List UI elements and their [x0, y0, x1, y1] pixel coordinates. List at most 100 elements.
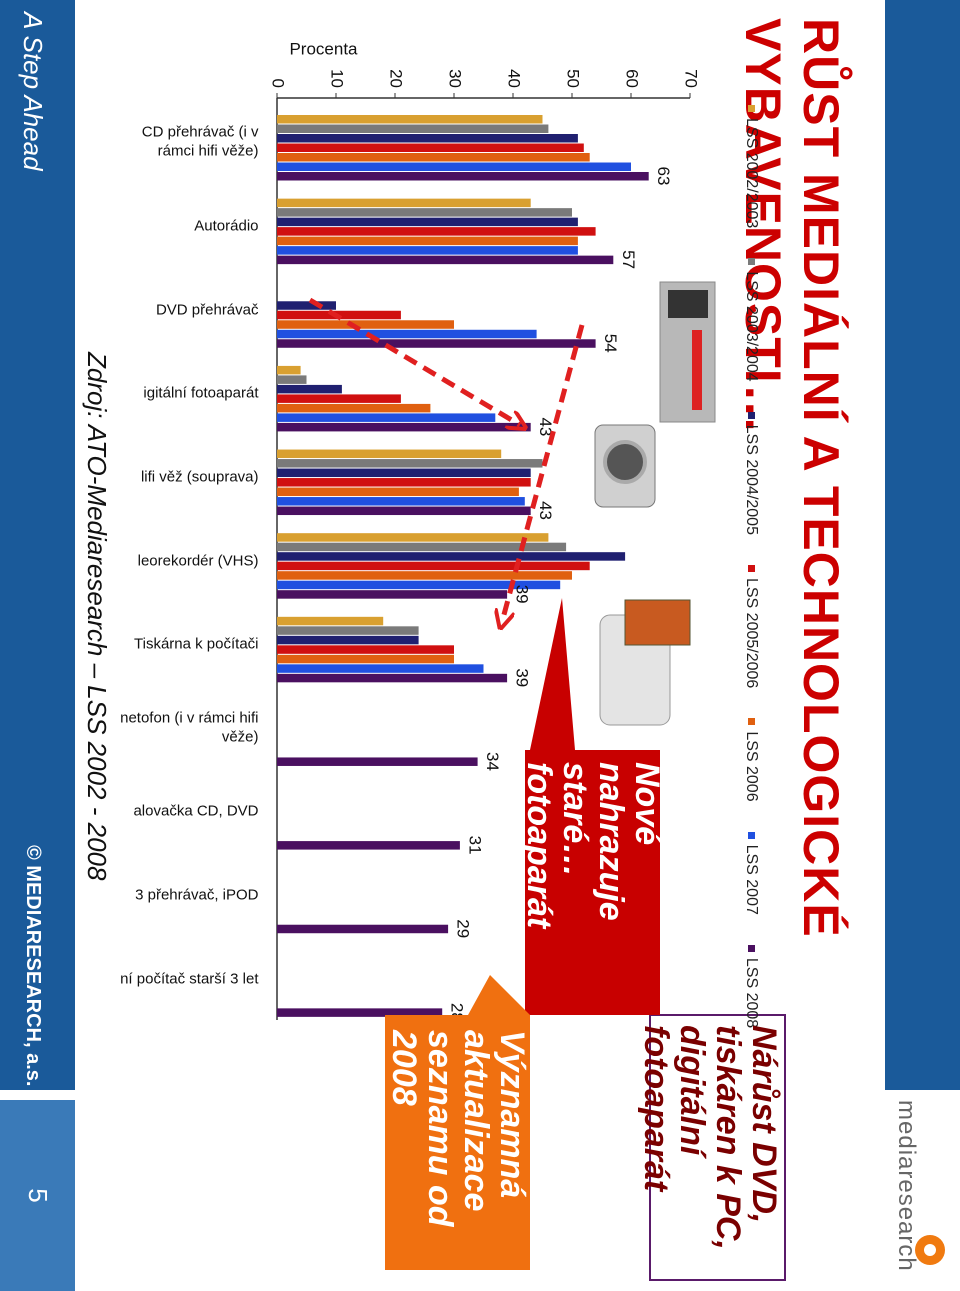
y-tick-label: 30: [446, 69, 465, 88]
y-tick-label: 10: [328, 69, 347, 88]
y-tick-label: 50: [564, 69, 583, 88]
y-axis-title: Procenta: [289, 39, 358, 58]
legend-label: LSS 2007: [743, 844, 760, 915]
bar: [277, 329, 537, 339]
legend: LSS 2002/2003 LSS 2003/2004 LSS 2004/2005 L…: [742, 105, 760, 1028]
bar: [277, 571, 572, 580]
bar: [277, 552, 626, 561]
legend-item: LSS 2008: [742, 944, 760, 1028]
top-band: [885, 0, 960, 1090]
copyright: © MEDIARESEARCH, a.s.: [22, 845, 44, 1087]
bar: [277, 134, 578, 143]
data-label: 43: [536, 417, 555, 436]
bar: [277, 227, 596, 236]
bar: [277, 301, 336, 310]
bar: [277, 198, 531, 208]
x-tick-label: ní počítač starší 3 let: [120, 969, 259, 987]
bar: [277, 320, 454, 329]
bar: [277, 561, 590, 571]
data-label: 29: [454, 919, 473, 938]
bar: [277, 449, 502, 459]
bar: [277, 172, 649, 181]
bar: [277, 459, 543, 468]
data-label: 39: [513, 585, 532, 604]
data-label: 54: [601, 334, 620, 353]
y-tick-label: 60: [623, 69, 642, 88]
legend-label: LSS 2003/2004: [743, 271, 760, 382]
x-tick-label: Autorádio: [194, 216, 259, 234]
bar: [277, 924, 449, 934]
trend-arrow: [502, 324, 585, 622]
bar: [277, 664, 484, 673]
callout-box: [385, 975, 530, 1270]
bar: [277, 841, 460, 850]
data-label: 57: [619, 250, 638, 269]
bar: [276, 413, 496, 422]
bar: [277, 162, 631, 171]
x-tick-label: leorekordér (VHS): [137, 551, 259, 569]
legend-label: LSS 2004/2005: [743, 424, 760, 535]
y-tick-label: 0: [269, 79, 288, 88]
bar: [277, 217, 578, 227]
tagline: A Step Ahead: [18, 12, 48, 171]
x-tick-label: DVD přehrávač: [155, 300, 259, 318]
bar: [277, 208, 572, 217]
bar: [277, 478, 531, 487]
data-label: 39: [513, 668, 532, 687]
legend-label: LSS 2006: [743, 731, 760, 802]
bar: [277, 236, 578, 246]
x-tick-label: lifi věž (souprava): [140, 467, 259, 485]
bar: [277, 255, 614, 265]
dvd-player-picture: [659, 281, 716, 423]
bar: [276, 635, 419, 645]
legend-swatch: [747, 105, 755, 112]
logo-icon-center: [924, 1244, 936, 1256]
callout-box: [525, 598, 660, 1015]
data-label: 63: [654, 167, 673, 186]
x-tick-label: 3 přehrávač, iPOD: [135, 886, 259, 904]
legend-swatch: [747, 411, 755, 419]
bar: [277, 153, 590, 162]
bar: [277, 542, 567, 552]
data-label: 43: [536, 501, 555, 520]
annotation: Nárůst DVD, tiskáren k PC, digitální fot…: [637, 1025, 783, 1250]
camera-picture: [594, 424, 656, 508]
y-tick-label: 70: [682, 69, 701, 88]
callout-box: [649, 1014, 786, 1281]
legend-item: LSS 2003/2004: [742, 258, 760, 382]
bar: [276, 626, 419, 635]
bar: [277, 468, 531, 478]
legend-item: LSS 2007: [742, 831, 760, 915]
x-tick-label: alovačka CD, DVD: [133, 802, 259, 820]
bar: [277, 124, 549, 133]
bottom-band: [0, 0, 75, 1090]
annotation: Významná aktualizace seznamu od 2008: [385, 1030, 531, 1227]
x-tick-label: netofon (i v rámci hifi věže): [120, 709, 259, 746]
legend-swatch: [747, 831, 755, 839]
bar: [277, 394, 401, 403]
bar: [277, 673, 508, 683]
x-tick-label: CD přehrávač (i v rámci hifi věže): [141, 123, 259, 160]
bar: [277, 422, 531, 432]
legend-item: LSS 2006: [742, 718, 760, 802]
data-label: 31: [465, 836, 484, 855]
bar: [277, 403, 431, 413]
bar: [277, 654, 454, 664]
x-tick-label: igitální fotoaparát: [143, 384, 259, 402]
bar: [277, 590, 508, 599]
bar: [277, 115, 543, 124]
bar: [277, 506, 531, 516]
legend-item: LSS 2004/2005: [742, 411, 760, 535]
y-tick-label: 20: [387, 69, 406, 88]
source-note: Zdroj: ATO-Mediaresearch – LSS 2002 - 20…: [82, 352, 112, 881]
logo-text: mediaresearch: [893, 1100, 920, 1272]
bar: [277, 580, 561, 590]
data-label: 34: [483, 752, 502, 771]
legend-item: LSS 2005/2006: [742, 564, 760, 688]
bar: [277, 487, 519, 497]
legend-swatch: [747, 718, 755, 726]
bar: [277, 616, 384, 626]
trend-arrow: [308, 297, 520, 425]
